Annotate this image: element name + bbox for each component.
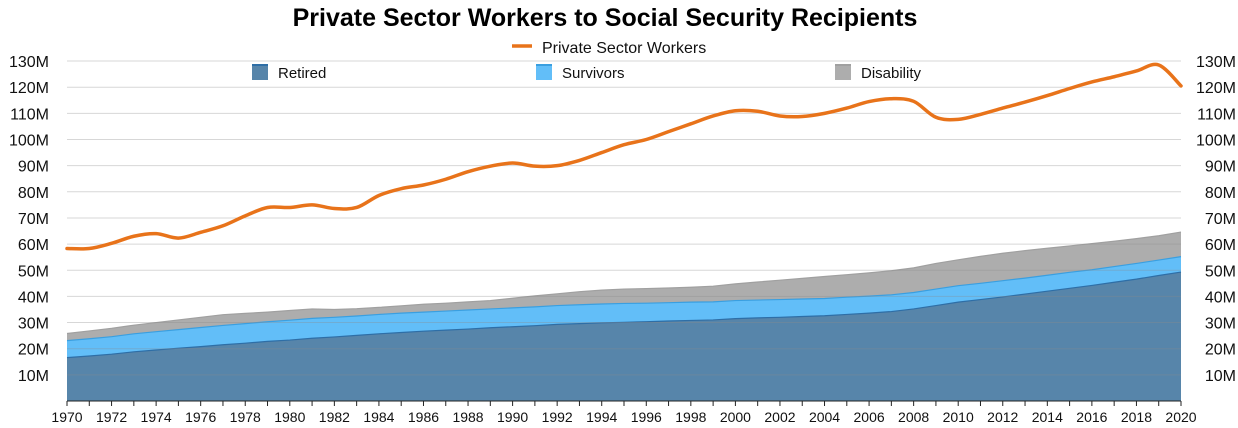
line-private-sector-workers bbox=[65, 62, 1183, 251]
y-tick-label-left: 20M bbox=[18, 342, 49, 359]
x-tick-label: 1980 bbox=[274, 409, 305, 425]
y-tick-label-left: 50M bbox=[18, 263, 49, 280]
x-tick-label: 1982 bbox=[319, 409, 350, 425]
legend-swatch-edge bbox=[835, 64, 851, 66]
x-tick-label: 1976 bbox=[185, 409, 216, 425]
x-tick-label: 1972 bbox=[96, 409, 127, 425]
x-tick-label: 2018 bbox=[1121, 409, 1152, 425]
y-tick-label-right: 70M bbox=[1205, 211, 1236, 228]
line-series bbox=[65, 62, 1183, 251]
x-tick-label: 2010 bbox=[943, 409, 974, 425]
area-edge-survivors bbox=[66, 256, 1182, 342]
legend-swatch-survivors bbox=[536, 64, 552, 80]
y-tick-label-right: 80M bbox=[1205, 185, 1236, 202]
y-tick-label-left: 60M bbox=[18, 237, 49, 254]
x-tick-label: 1998 bbox=[675, 409, 706, 425]
x-tick-label: 2012 bbox=[987, 409, 1018, 425]
legend-label: Retired bbox=[278, 65, 326, 82]
y-tick-label-right: 50M bbox=[1205, 263, 1236, 280]
legend-swatch-edge bbox=[252, 64, 268, 66]
x-tick-label: 1988 bbox=[452, 409, 483, 425]
area-edge-disability bbox=[66, 231, 1182, 335]
x-tick-label: 1974 bbox=[141, 409, 172, 425]
x-tick-label: 1978 bbox=[230, 409, 261, 425]
y-tick-label-right: 40M bbox=[1205, 289, 1236, 306]
x-tick-label: 1990 bbox=[497, 409, 528, 425]
y-tick-label-left: 110M bbox=[10, 106, 49, 123]
y-tick-label-left: 10M bbox=[18, 368, 49, 385]
y-tick-label-left: 70M bbox=[18, 211, 49, 228]
legend-label: Disability bbox=[861, 65, 922, 82]
x-tick-label: 2014 bbox=[1032, 409, 1063, 425]
legend-swatch-disability bbox=[835, 64, 851, 80]
y-tick-label-left: 100M bbox=[9, 133, 49, 150]
legend-swatch-retired bbox=[252, 64, 268, 80]
x-tick-label: 1970 bbox=[51, 409, 82, 425]
axes: 10M 10M 20M 20M 30M 30M 40M 40M 50M 50M 60M 60M 70M 7… bbox=[9, 54, 1236, 425]
y-tick-label-left: 40M bbox=[18, 289, 49, 306]
y-tick-label-left: 80M bbox=[18, 185, 49, 202]
x-tick-label: 1984 bbox=[363, 409, 394, 425]
y-tick-label-right: 10M bbox=[1205, 368, 1236, 385]
x-tick-label: 1986 bbox=[408, 409, 439, 425]
x-tick-label: 1994 bbox=[586, 409, 617, 425]
legend-label: Private Sector Workers bbox=[542, 40, 706, 57]
chart-title: Private Sector Workers to Social Securit… bbox=[293, 4, 918, 32]
y-tick-label-right: 130M bbox=[1196, 54, 1236, 71]
x-tick-label: 2008 bbox=[898, 409, 929, 425]
stacked-areas bbox=[66, 231, 1182, 401]
y-tick-label-right: 60M bbox=[1205, 237, 1236, 254]
x-tick-label: 2020 bbox=[1165, 409, 1196, 425]
x-tick-label: 2006 bbox=[854, 409, 885, 425]
y-tick-label-left: 130M bbox=[9, 54, 49, 71]
x-tick-label: 2000 bbox=[720, 409, 751, 425]
x-tick-label: 2004 bbox=[809, 409, 840, 425]
y-tick-label-right: 90M bbox=[1205, 159, 1236, 176]
legend-label: Survivors bbox=[562, 65, 625, 82]
x-tick-label: 2016 bbox=[1076, 409, 1107, 425]
y-tick-label-right: 30M bbox=[1205, 316, 1236, 333]
y-tick-label-left: 120M bbox=[9, 80, 49, 97]
x-tick-label: 1992 bbox=[542, 409, 573, 425]
x-tick-label: 1996 bbox=[631, 409, 662, 425]
x-tick-label: 2002 bbox=[764, 409, 795, 425]
area-edge-retired bbox=[66, 271, 1182, 359]
y-tick-label-right: 120M bbox=[1196, 80, 1236, 97]
y-tick-label-right: 100M bbox=[1196, 133, 1236, 150]
gridlines bbox=[67, 60, 1181, 376]
y-tick-label-right: 110M bbox=[1197, 106, 1236, 123]
y-tick-label-right: 20M bbox=[1205, 342, 1236, 359]
legend-swatch-edge bbox=[536, 64, 552, 66]
y-tick-label-left: 30M bbox=[18, 316, 49, 333]
legend: Private Sector Workers Retired Survivors Di… bbox=[252, 40, 922, 82]
area-retired bbox=[67, 272, 1181, 401]
y-tick-label-left: 90M bbox=[18, 159, 49, 176]
